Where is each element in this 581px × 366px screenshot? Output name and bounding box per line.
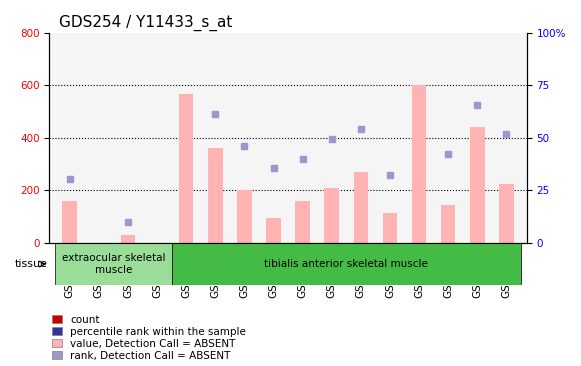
Bar [412,85,426,243]
Text: GDS254 / Y11433_s_at: GDS254 / Y11433_s_at [59,15,232,31]
Bar [354,172,368,243]
Bar [208,148,223,243]
Bar [499,184,514,243]
Bar [63,201,77,243]
Bar [324,188,339,243]
Bar [295,201,310,243]
Bar [470,127,485,243]
Bar [179,94,193,243]
Bar [441,205,456,243]
Bar [383,213,397,243]
FancyBboxPatch shape [55,243,171,285]
Legend: count, percentile rank within the sample, value, Detection Call = ABSENT, rank, : count, percentile rank within the sample… [52,314,246,361]
Text: tibialis anterior skeletal muscle: tibialis anterior skeletal muscle [264,259,428,269]
Text: extraocular skeletal
muscle: extraocular skeletal muscle [62,253,165,275]
Bar [266,218,281,243]
Text: tissue: tissue [15,259,48,269]
FancyBboxPatch shape [171,243,521,285]
Bar [121,235,135,243]
Bar [237,190,252,243]
